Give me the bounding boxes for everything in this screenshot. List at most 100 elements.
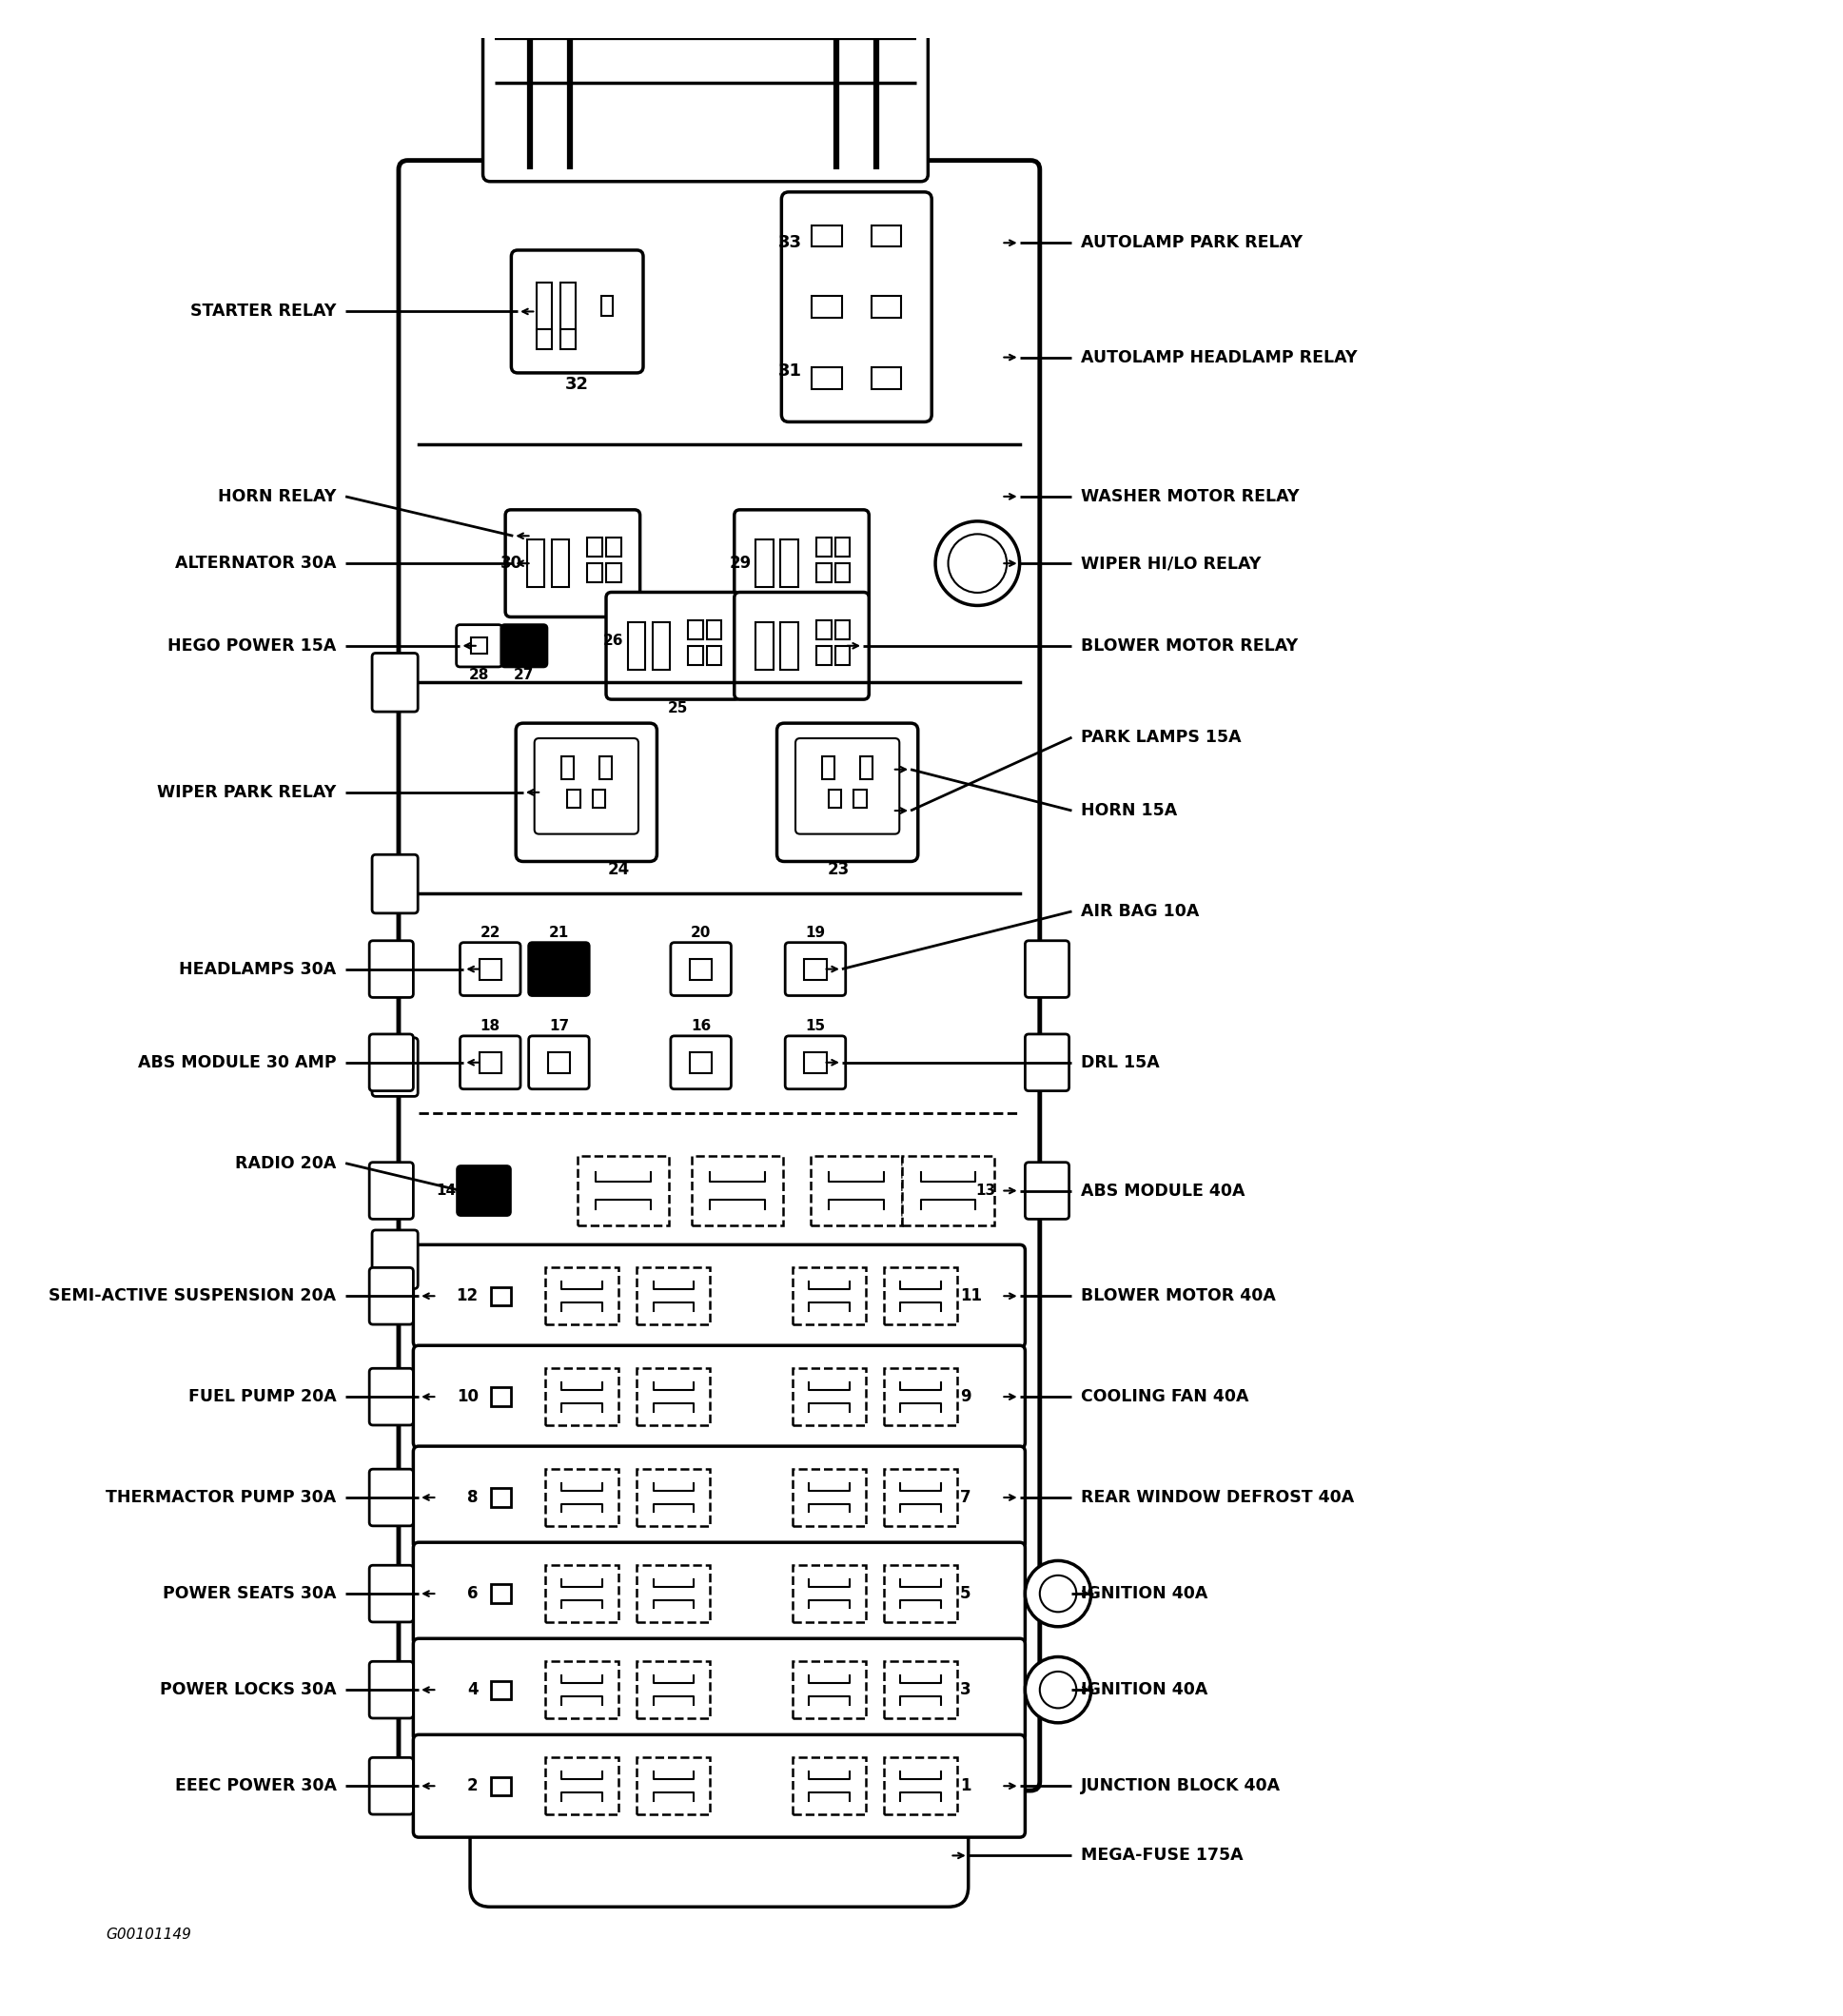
FancyBboxPatch shape	[369, 1163, 413, 1220]
Text: 16: 16	[691, 1018, 711, 1032]
Bar	[927, 1387, 947, 1405]
Text: 26: 26	[603, 635, 623, 649]
Bar	[638, 1758, 710, 1814]
Text: FUEL PUMP 20A: FUEL PUMP 20A	[188, 1389, 337, 1405]
Bar	[781, 621, 798, 669]
FancyBboxPatch shape	[369, 1758, 413, 1814]
Text: HORN RELAY: HORN RELAY	[217, 488, 337, 506]
Bar	[638, 1564, 710, 1623]
Text: 15: 15	[805, 1018, 826, 1032]
Bar	[804, 958, 826, 980]
Bar	[816, 619, 831, 639]
Bar	[927, 1286, 947, 1304]
Text: BLOWER MOTOR 40A: BLOWER MOTOR 40A	[1082, 1288, 1275, 1304]
Text: AIR BAG 10A: AIR BAG 10A	[1082, 903, 1200, 919]
Bar	[813, 226, 842, 246]
Bar	[560, 756, 573, 778]
Circle shape	[1025, 1560, 1091, 1627]
FancyBboxPatch shape	[413, 1639, 1025, 1742]
FancyBboxPatch shape	[369, 1268, 413, 1325]
Bar	[816, 645, 831, 665]
FancyBboxPatch shape	[671, 943, 732, 996]
FancyBboxPatch shape	[369, 1470, 413, 1526]
Bar	[708, 645, 722, 665]
FancyBboxPatch shape	[671, 1036, 732, 1089]
FancyBboxPatch shape	[369, 1369, 413, 1425]
Bar	[560, 282, 575, 329]
Text: 30: 30	[499, 554, 522, 573]
Bar	[927, 1776, 947, 1794]
Text: 32: 32	[566, 375, 590, 393]
Bar	[638, 1470, 710, 1526]
FancyBboxPatch shape	[734, 510, 868, 617]
Text: 23: 23	[828, 861, 850, 879]
FancyBboxPatch shape	[457, 1165, 511, 1216]
FancyBboxPatch shape	[369, 1661, 413, 1718]
Bar	[638, 1268, 710, 1325]
Text: EEEC POWER 30A: EEEC POWER 30A	[175, 1778, 337, 1794]
FancyBboxPatch shape	[529, 943, 590, 996]
Text: 29: 29	[730, 554, 752, 573]
Text: 33: 33	[778, 234, 802, 252]
Circle shape	[1039, 1574, 1076, 1613]
Bar	[593, 788, 605, 808]
Text: 10: 10	[457, 1389, 479, 1405]
FancyBboxPatch shape	[413, 1734, 1025, 1837]
Bar	[927, 1488, 947, 1506]
FancyBboxPatch shape	[511, 250, 643, 373]
FancyBboxPatch shape	[1025, 1163, 1069, 1220]
Bar	[687, 619, 702, 639]
Bar	[546, 1470, 619, 1526]
Bar	[560, 329, 575, 349]
Text: POWER SEATS 30A: POWER SEATS 30A	[162, 1585, 337, 1603]
Bar	[813, 296, 842, 319]
FancyBboxPatch shape	[413, 1345, 1025, 1447]
Bar	[756, 621, 774, 669]
Text: PARK LAMPS 15A: PARK LAMPS 15A	[1082, 730, 1242, 746]
Circle shape	[1025, 1657, 1091, 1724]
Bar	[546, 1758, 619, 1814]
Text: 18: 18	[481, 1018, 499, 1032]
Bar	[628, 621, 645, 669]
Bar	[792, 1268, 866, 1325]
FancyBboxPatch shape	[781, 192, 933, 421]
Text: MEGA-FUSE 175A: MEGA-FUSE 175A	[1082, 1847, 1244, 1865]
Bar	[479, 958, 501, 980]
Text: DRL 15A: DRL 15A	[1082, 1054, 1159, 1070]
FancyBboxPatch shape	[372, 1038, 418, 1097]
Text: THERMACTOR PUMP 30A: THERMACTOR PUMP 30A	[105, 1490, 337, 1506]
Bar	[813, 367, 842, 389]
Text: BLOWER MOTOR RELAY: BLOWER MOTOR RELAY	[1082, 637, 1297, 655]
Text: RADIO 20A: RADIO 20A	[236, 1155, 337, 1171]
Bar	[885, 1268, 957, 1325]
Text: 17: 17	[549, 1018, 569, 1032]
Bar	[479, 1052, 501, 1073]
Bar	[588, 538, 603, 556]
Bar	[927, 1681, 947, 1699]
Text: 5: 5	[960, 1585, 971, 1603]
Bar	[577, 1155, 669, 1226]
FancyBboxPatch shape	[501, 625, 547, 667]
Bar	[816, 538, 831, 556]
FancyBboxPatch shape	[372, 855, 418, 913]
Bar	[853, 788, 866, 808]
FancyBboxPatch shape	[483, 20, 929, 181]
Bar	[547, 1052, 569, 1073]
Text: 14: 14	[437, 1183, 457, 1198]
Text: WIPER HI/LO RELAY: WIPER HI/LO RELAY	[1082, 554, 1261, 573]
Text: AUTOLAMP HEADLAMP RELAY: AUTOLAMP HEADLAMP RELAY	[1082, 349, 1358, 365]
FancyBboxPatch shape	[461, 1036, 520, 1089]
FancyBboxPatch shape	[413, 1244, 1025, 1347]
Bar	[792, 1369, 866, 1425]
Bar	[689, 1052, 711, 1073]
FancyBboxPatch shape	[534, 738, 638, 835]
Text: 13: 13	[975, 1183, 995, 1198]
Bar	[536, 329, 551, 349]
Text: 28: 28	[470, 667, 490, 681]
Bar	[689, 958, 711, 980]
Bar	[792, 1564, 866, 1623]
Text: 11: 11	[960, 1288, 982, 1304]
Bar	[601, 296, 614, 317]
Bar	[568, 788, 581, 808]
Bar	[792, 1758, 866, 1814]
